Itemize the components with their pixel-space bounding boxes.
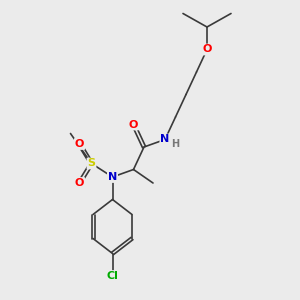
Text: O: O <box>75 178 84 188</box>
Text: O: O <box>129 119 138 130</box>
Text: N: N <box>108 172 117 182</box>
Text: S: S <box>88 158 95 169</box>
Text: H: H <box>171 139 180 149</box>
Text: O: O <box>202 44 212 55</box>
Text: O: O <box>75 139 84 149</box>
Text: N: N <box>160 134 169 145</box>
Text: Cl: Cl <box>106 271 119 281</box>
